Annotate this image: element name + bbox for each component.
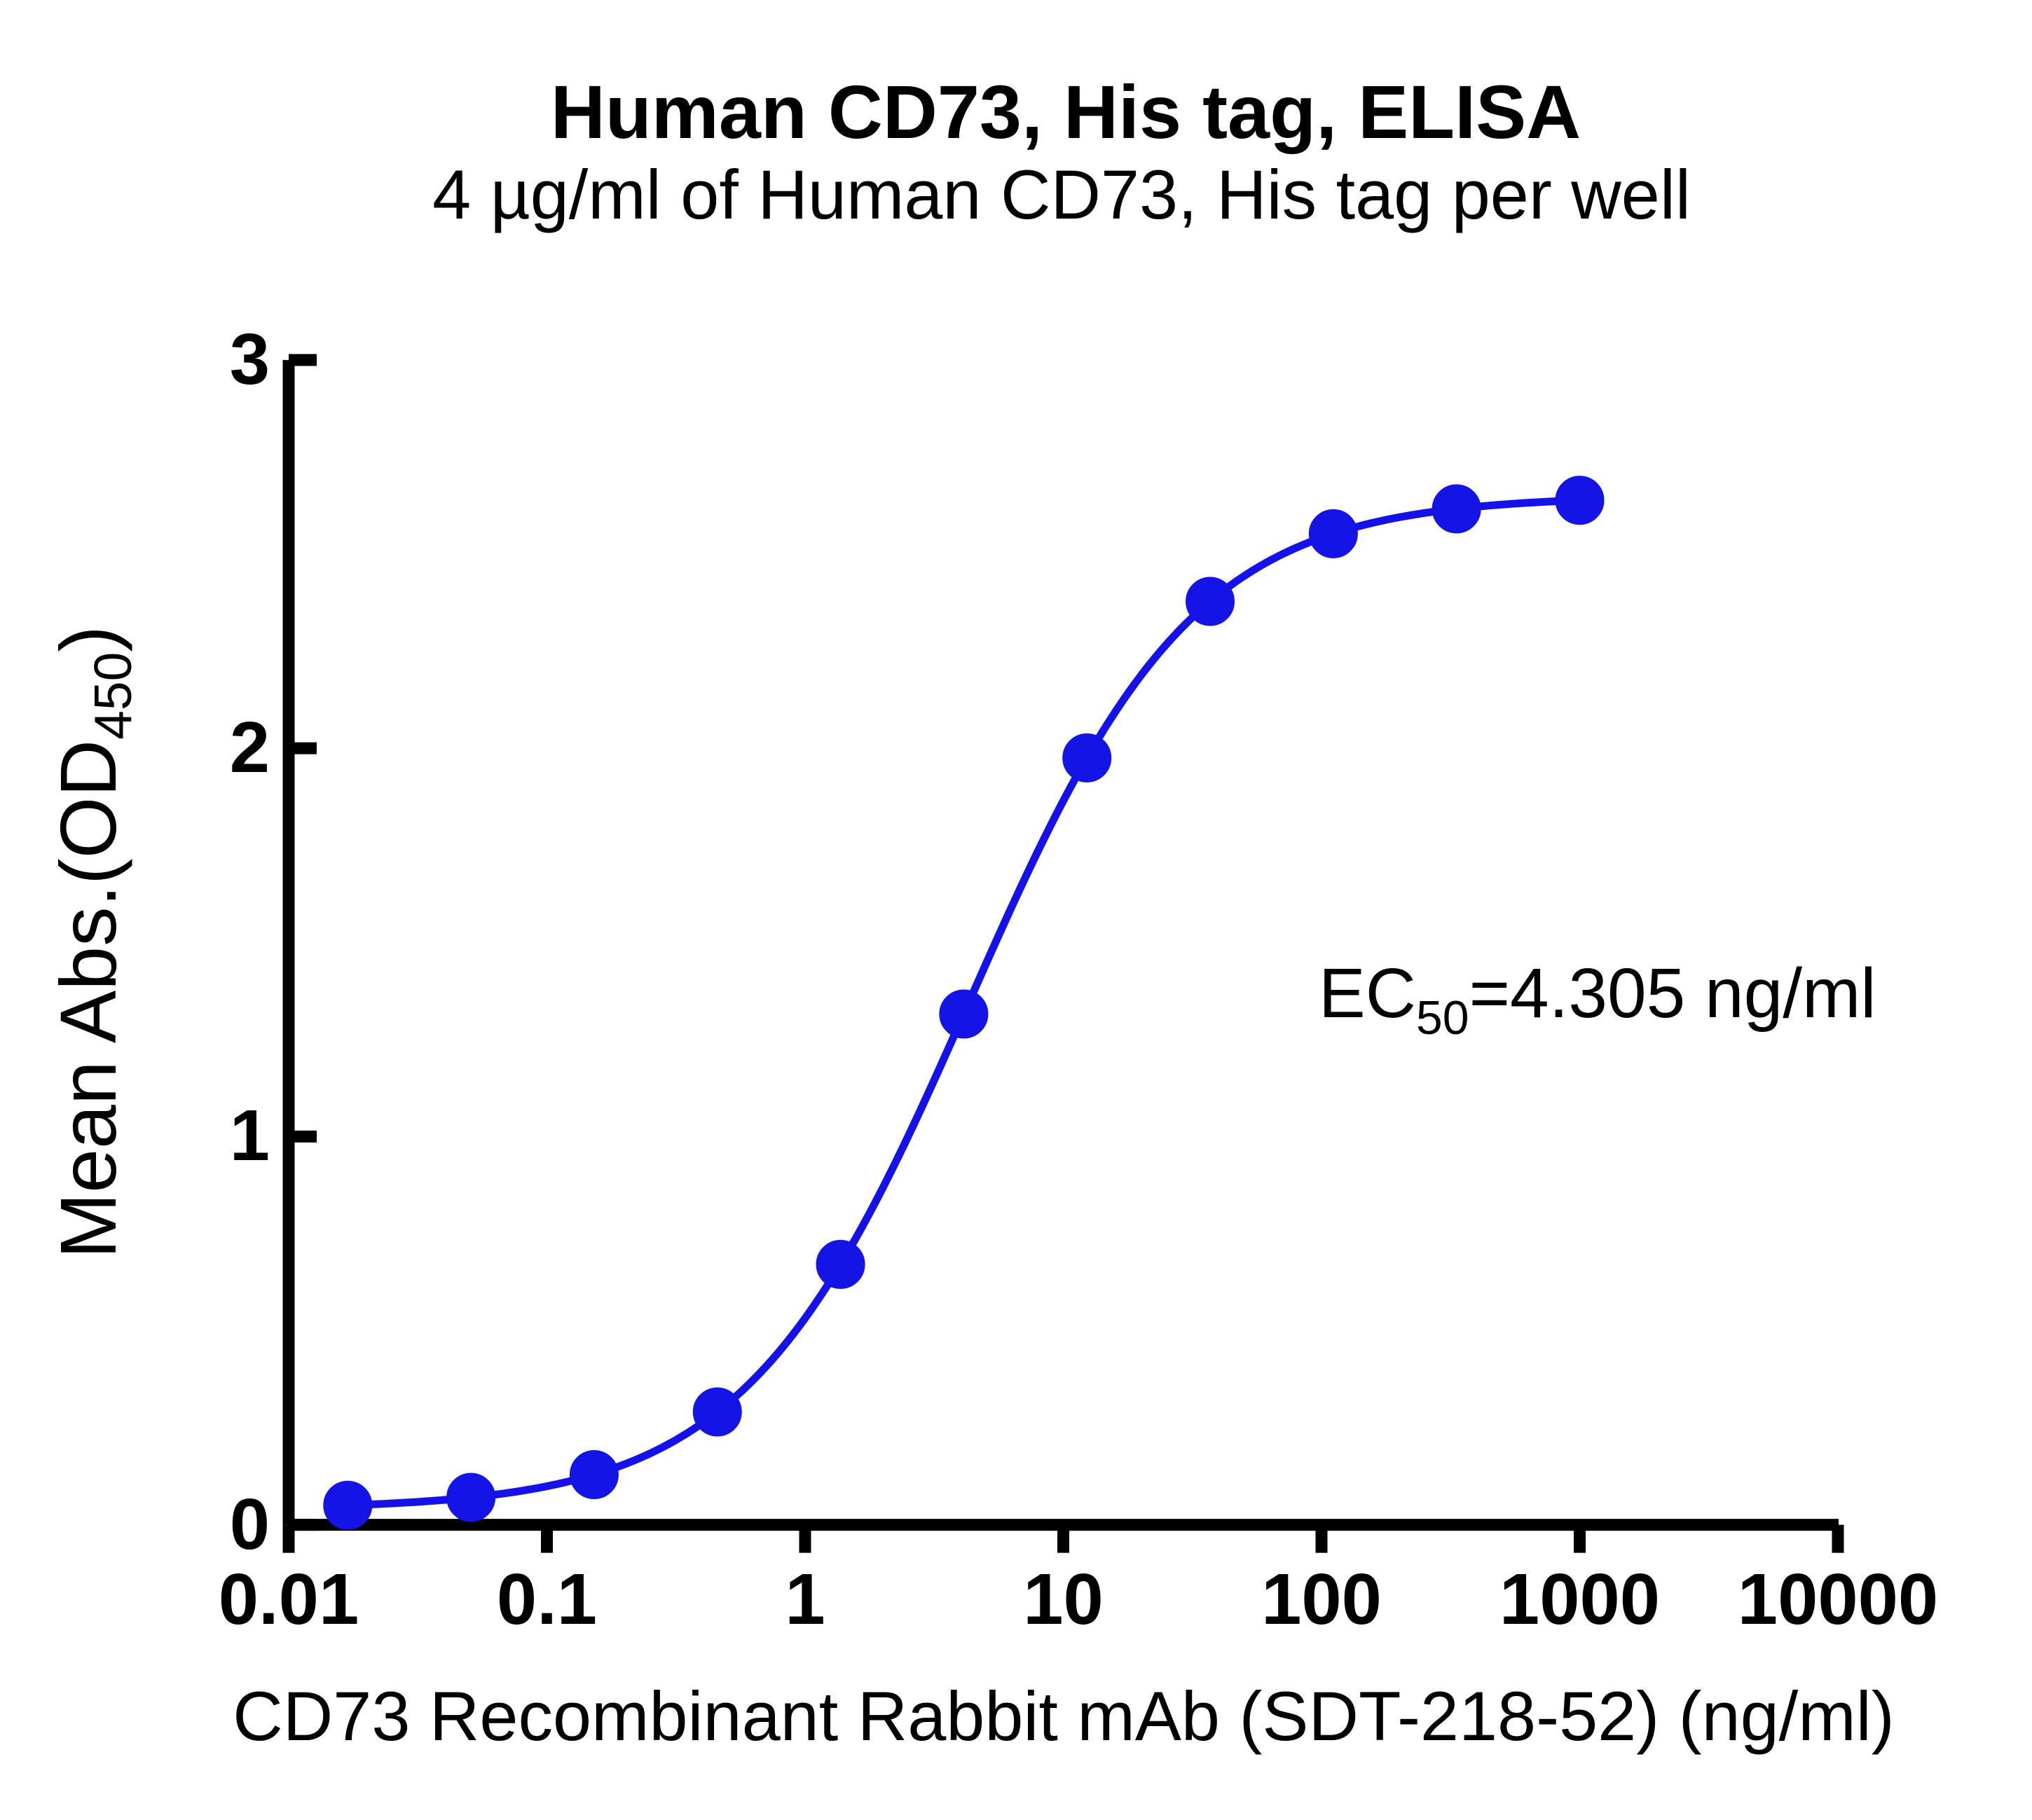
svg-text:100: 100: [1261, 1559, 1382, 1639]
svg-text:10000: 10000: [1738, 1559, 1938, 1639]
svg-text:1: 1: [230, 1095, 270, 1176]
svg-text:2: 2: [230, 707, 270, 787]
svg-text:0: 0: [230, 1484, 270, 1564]
svg-text:1000: 1000: [1499, 1559, 1660, 1639]
svg-text:EC50=4.305 ng/ml: EC50=4.305 ng/ml: [1319, 954, 1876, 1045]
svg-text:0.1: 0.1: [497, 1559, 597, 1639]
svg-text:Human CD73, His tag, ELISA: Human CD73, His tag, ELISA: [551, 69, 1581, 154]
svg-text:0.01: 0.01: [219, 1559, 359, 1639]
svg-text:3: 3: [230, 319, 270, 399]
svg-text:1: 1: [785, 1559, 825, 1639]
svg-text:4 µg/ml of Human CD73, His tag: 4 µg/ml of Human CD73, His tag per well: [432, 156, 1691, 233]
svg-text:10: 10: [1023, 1559, 1104, 1639]
svg-text:CD73 Recombinant Rabbit mAb (S: CD73 Recombinant Rabbit mAb (SDT-218-52)…: [233, 1677, 1894, 1755]
